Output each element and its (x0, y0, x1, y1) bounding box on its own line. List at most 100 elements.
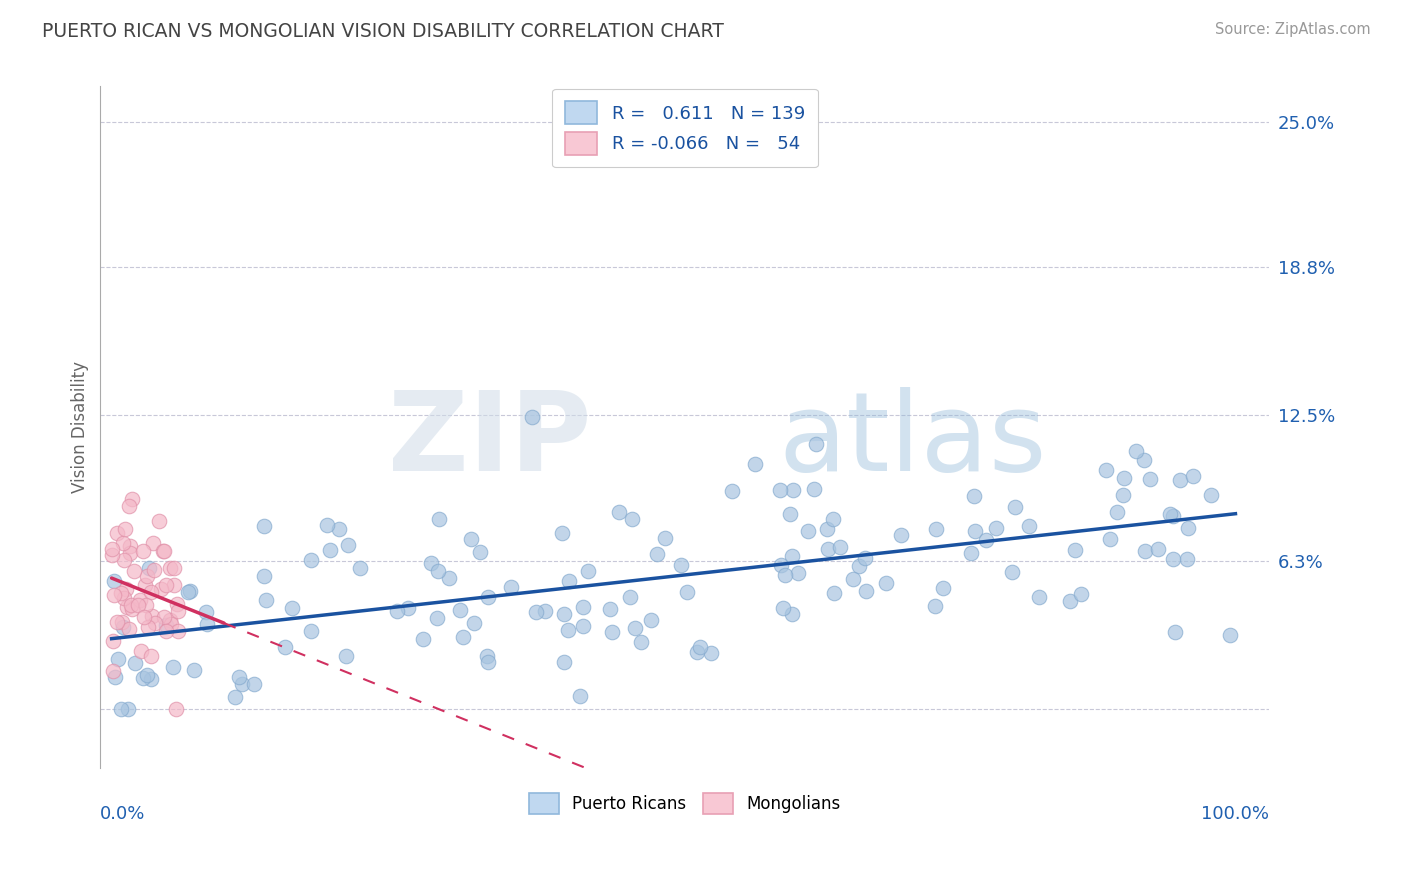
Point (1028, 591, 1050, 605)
Point (1125, 444, 1147, 458)
Point (120, 539, 142, 553)
Point (1164, 624, 1187, 639)
Point (449, 603, 471, 617)
Point (463, 616, 485, 631)
Point (128, 598, 150, 612)
Point (337, 537, 360, 551)
Point (110, 702, 132, 716)
Point (142, 536, 165, 550)
Point (112, 620, 135, 634)
Point (252, 519, 274, 533)
Point (110, 585, 132, 599)
Point (963, 524, 986, 538)
Point (623, 621, 645, 635)
Point (228, 669, 250, 683)
Point (1146, 541, 1168, 556)
Point (138, 561, 160, 575)
Point (179, 584, 201, 599)
Point (1199, 488, 1222, 502)
Point (721, 483, 744, 498)
Point (160, 617, 183, 632)
Point (124, 656, 146, 670)
Point (195, 616, 218, 631)
Point (253, 569, 276, 583)
Point (669, 558, 692, 573)
Point (1004, 500, 1026, 514)
Point (118, 622, 141, 636)
Point (1177, 521, 1199, 535)
Point (166, 597, 188, 611)
Point (107, 615, 129, 629)
Point (533, 604, 555, 618)
Point (152, 543, 174, 558)
Point (468, 545, 491, 559)
Text: atlas: atlas (779, 387, 1047, 494)
Point (426, 611, 449, 625)
Point (796, 524, 818, 538)
Point (141, 608, 163, 623)
Point (1159, 508, 1181, 522)
Point (101, 634, 124, 648)
Point (103, 589, 125, 603)
Point (167, 604, 190, 618)
Point (155, 577, 177, 591)
Point (134, 610, 156, 624)
Text: PUERTO RICAN VS MONGOLIAN VISION DISABILITY CORRELATION CHART: PUERTO RICAN VS MONGOLIAN VISION DISABIL… (42, 22, 724, 41)
Point (242, 677, 264, 691)
Point (621, 512, 644, 526)
Point (335, 649, 357, 664)
Point (675, 585, 697, 599)
Point (1182, 469, 1205, 483)
Point (118, 499, 141, 513)
Point (122, 564, 145, 578)
Point (775, 568, 797, 582)
Point (134, 578, 156, 592)
Point (162, 660, 184, 674)
Point (138, 620, 160, 634)
Point (150, 582, 173, 597)
Point (700, 646, 723, 660)
Point (143, 563, 166, 577)
Point (976, 533, 998, 547)
Point (855, 584, 877, 599)
Point (111, 615, 134, 630)
Point (686, 645, 709, 659)
Point (162, 578, 184, 592)
Point (460, 532, 482, 546)
Point (1070, 587, 1092, 601)
Point (419, 556, 441, 570)
Point (426, 564, 449, 578)
Point (114, 522, 136, 536)
Point (427, 512, 450, 526)
Point (602, 625, 624, 640)
Point (111, 536, 134, 550)
Point (553, 607, 575, 622)
Point (769, 483, 792, 497)
Point (114, 582, 136, 597)
Point (803, 483, 825, 497)
Point (557, 574, 579, 588)
Point (475, 649, 498, 664)
Point (104, 670, 127, 684)
Point (960, 546, 983, 560)
Point (165, 702, 187, 716)
Point (437, 571, 460, 585)
Point (619, 591, 641, 605)
Legend: Puerto Ricans, Mongolians: Puerto Ricans, Mongolians (522, 786, 848, 821)
Point (319, 542, 342, 557)
Point (100, 541, 122, 556)
Point (782, 483, 804, 498)
Point (1059, 594, 1081, 608)
Point (299, 624, 322, 638)
Text: Source: ZipAtlas.com: Source: ZipAtlas.com (1215, 22, 1371, 37)
Point (1139, 472, 1161, 486)
Point (153, 610, 176, 624)
Point (177, 584, 200, 599)
Point (254, 593, 277, 607)
Point (984, 521, 1007, 535)
Point (932, 581, 955, 595)
Point (349, 561, 371, 575)
Point (1018, 519, 1040, 533)
Point (1095, 463, 1118, 477)
Point (963, 489, 986, 503)
